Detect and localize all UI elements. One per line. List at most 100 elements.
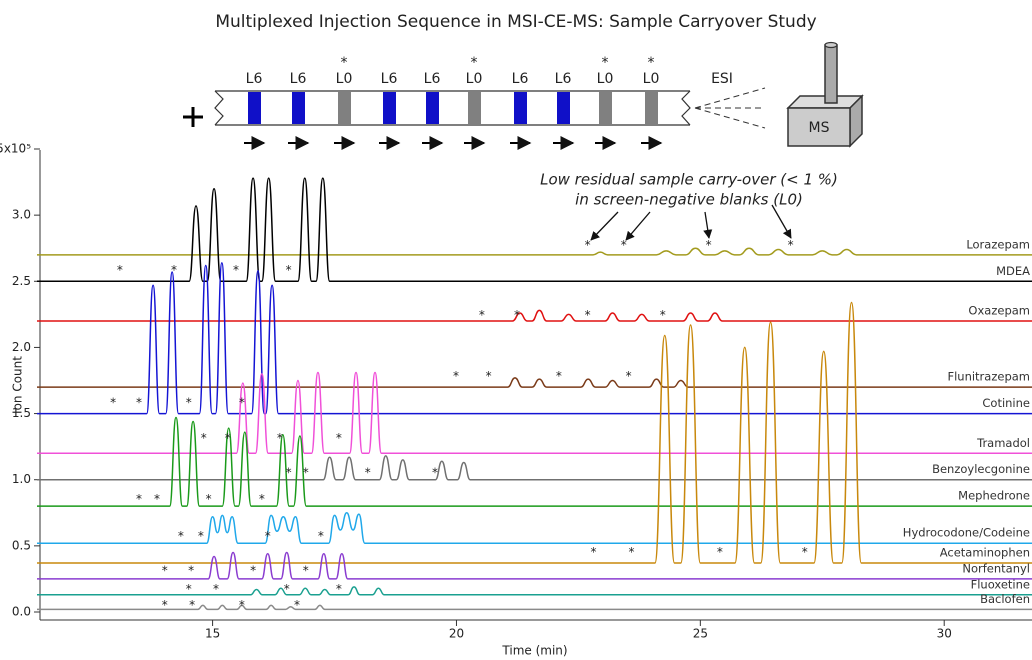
trace <box>37 301 1032 564</box>
blank-marker: * <box>206 492 212 506</box>
blank-marker: * <box>250 563 256 577</box>
trace <box>37 551 1032 580</box>
series-label: Hydrocodone/Codeine <box>903 526 1030 540</box>
blank-marker: * <box>186 582 192 596</box>
trace <box>37 416 1032 507</box>
blank-marker: * <box>802 545 808 559</box>
blank-marker: * <box>629 545 635 559</box>
blank-marker: * <box>178 529 184 543</box>
series-label: Fluoxetine <box>971 577 1030 591</box>
blank-marker: * <box>117 263 123 277</box>
blank-marker: * <box>294 598 300 612</box>
trace <box>37 604 1032 611</box>
blank-marker: * <box>318 529 324 543</box>
series-label: Acetaminophen <box>940 546 1030 560</box>
blank-marker: * <box>201 431 207 445</box>
series-label: Lorazepam <box>966 237 1030 251</box>
y-tick-label: 2.5 <box>12 274 31 288</box>
y-tick-label: 2.0 <box>12 340 31 354</box>
blank-marker: * <box>259 492 265 506</box>
blank-marker: * <box>514 308 520 322</box>
trace <box>37 586 1032 596</box>
plug-label: L0 <box>466 71 483 87</box>
sample-plug <box>292 92 305 124</box>
blank-marker: * <box>162 598 168 612</box>
series-label: Benzoylecgonine <box>932 462 1030 476</box>
plug-label: L6 <box>555 71 572 87</box>
blank-marker: * <box>186 395 192 409</box>
blank-marker: * <box>585 308 591 322</box>
x-axis-title: Time (min) <box>501 644 567 658</box>
blank-marker: * <box>286 263 292 277</box>
y-axis-title: Ion Count <box>11 356 25 414</box>
trace <box>36 309 1032 322</box>
y-tick-label: 1.0 <box>12 472 31 486</box>
note-arrows <box>590 204 792 241</box>
blank-marker: * <box>188 563 194 577</box>
blank-marker: * <box>336 431 342 445</box>
blank-marker: * <box>213 582 219 596</box>
blank-marker: * <box>486 369 492 383</box>
sample-plug <box>338 92 351 124</box>
plug-label: L6 <box>512 71 529 87</box>
series-label: Cotinine <box>982 396 1030 410</box>
detector-label: MS <box>809 120 830 136</box>
blank-marker: * <box>110 395 116 409</box>
blank-marker: * <box>585 238 591 252</box>
sample-plug <box>514 92 527 124</box>
plug-label: L0 <box>643 71 660 87</box>
blank-marker: * <box>284 582 290 596</box>
blank-marker: * <box>365 466 371 480</box>
blank-marker: * <box>239 395 245 409</box>
y-tick-label: 3.5x10⁵ <box>0 142 31 156</box>
blank-marker: * <box>341 55 348 71</box>
blank-marker: * <box>233 263 239 277</box>
blank-marker: * <box>648 55 655 71</box>
blank-marker: * <box>556 369 562 383</box>
ms-box <box>786 41 864 148</box>
blank-marker: * <box>162 563 168 577</box>
blank-marker: * <box>471 55 478 71</box>
note-line: Low residual sample carry-over (< 1 %) <box>540 171 838 189</box>
capillary <box>215 90 690 126</box>
blank-marker: * <box>189 598 195 612</box>
series-label: Norfentanyl <box>962 561 1030 575</box>
plug-label: L6 <box>381 71 398 87</box>
y-tick-label: 0.5 <box>12 538 31 552</box>
series-label: Baclofen <box>980 592 1030 606</box>
injection-diagram: ESI MS L6 L6 L0*L6 L6 L0*L6 L6 L0*L0* <box>183 41 864 150</box>
x-tick-label: 20 <box>449 627 464 641</box>
blank-marker: * <box>453 369 459 383</box>
blank-marker: * <box>277 431 283 445</box>
blank-marker: * <box>171 263 177 277</box>
source-label: ESI <box>711 71 733 87</box>
blank-marker: * <box>136 492 142 506</box>
blank-marker: * <box>626 369 632 383</box>
sample-plug <box>426 92 439 124</box>
trace <box>37 177 1032 283</box>
plug-label: L6 <box>246 71 263 87</box>
blank-marker: * <box>303 466 309 480</box>
sample-plug <box>599 92 612 124</box>
sample-plug <box>248 92 261 124</box>
x-tick-label: 25 <box>693 627 708 641</box>
blank-marker: * <box>432 466 438 480</box>
blank-marker: * <box>198 529 204 543</box>
trace <box>36 262 1032 415</box>
blank-marker: * <box>336 582 342 596</box>
trace <box>37 377 1032 388</box>
plug-label: L6 <box>290 71 307 87</box>
blank-marker: * <box>591 545 597 559</box>
plus-sign <box>183 107 203 127</box>
blank-marker: * <box>154 492 160 506</box>
sample-plug <box>468 92 481 124</box>
note-line: in screen-negative blanks (L0) <box>575 191 803 209</box>
y-tick-label: 0.0 <box>12 605 31 619</box>
x-tick-label: 15 <box>205 627 220 641</box>
series-label: Tramadol <box>976 436 1030 450</box>
spray <box>694 87 766 129</box>
blank-marker: * <box>265 529 271 543</box>
blank-marker: * <box>602 55 609 71</box>
blank-marker: * <box>225 431 231 445</box>
